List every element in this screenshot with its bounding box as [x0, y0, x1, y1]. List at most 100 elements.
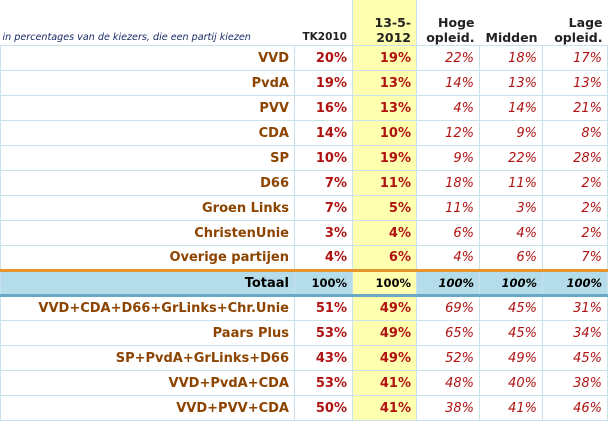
cell-value: 7%: [294, 195, 353, 221]
cell-value: 41%: [352, 370, 417, 396]
coalition-row: VVD+CDA+D66+GrLinks+Chr.Unie 51% 49% 69% 45%…: [0, 294, 608, 321]
cell-value: 28%: [542, 145, 608, 171]
cell-value: 4%: [352, 220, 417, 246]
row-label: SP+PvdA+GrLinks+D66: [0, 345, 295, 371]
cell-value: 4%: [416, 95, 480, 121]
cell-value: 22%: [416, 45, 480, 71]
row-label: Groen Links: [0, 195, 295, 221]
cell-value: 53%: [294, 370, 353, 396]
cell-value: 49%: [352, 320, 417, 346]
cell-value: 13%: [352, 70, 417, 96]
cell-value: 5%: [352, 195, 417, 221]
row-label: VVD+PvdA+CDA: [0, 370, 295, 396]
row-label: VVD+CDA+D66+GrLinks+Chr.Unie: [0, 294, 295, 321]
cell-value: 43%: [294, 345, 353, 371]
col-header-text: 13-5-: [374, 15, 411, 30]
row-label: Paars Plus: [0, 320, 295, 346]
cell-value: 50%: [294, 395, 353, 421]
table-row: Overige partijen 4% 6% 4% 6% 7%: [0, 245, 608, 271]
cell-value: 22%: [479, 145, 543, 171]
cell-value: 45%: [479, 320, 543, 346]
cell-value: 53%: [294, 320, 353, 346]
table-caption: in percentages van de kiezers, die een p…: [2, 32, 251, 43]
cell-value: 18%: [416, 170, 480, 196]
cell-value: 20%: [294, 45, 353, 71]
cell-value: 100%: [479, 269, 543, 296]
row-label: ChristenUnie: [0, 220, 295, 246]
cell-value: 4%: [479, 220, 543, 246]
cell-value: 49%: [352, 345, 417, 371]
cell-value: 6%: [479, 245, 543, 271]
cell-value: 7%: [294, 170, 353, 196]
cell-value: 10%: [294, 145, 353, 171]
cell-value: 41%: [479, 395, 543, 421]
cell-value: 6%: [416, 220, 480, 246]
row-label: Totaal: [0, 269, 295, 296]
coalition-row: VVD+PVV+CDA 50% 41% 38% 41% 46%: [0, 395, 608, 421]
cell-value: 7%: [542, 245, 608, 271]
table-row: PvdA 19% 13% 14% 13% 13%: [0, 70, 608, 96]
cell-value: 9%: [479, 120, 543, 146]
col-header-text: opleid.: [554, 30, 603, 45]
cell-value: 49%: [352, 294, 417, 321]
table-row: Groen Links 7% 5% 11% 3% 2%: [0, 195, 608, 221]
col-header-text: 2012: [376, 30, 411, 45]
row-label: PvdA: [0, 70, 295, 96]
table-row: VVD 20% 19% 22% 18% 17%: [0, 45, 608, 71]
table-header-row: in percentages van de kiezers, die een p…: [1, 0, 608, 46]
cell-value: 40%: [479, 370, 543, 396]
cell-value: 21%: [542, 95, 608, 121]
col-header-text: opleid.: [426, 30, 475, 45]
row-label: CDA: [0, 120, 295, 146]
cell-value: 11%: [416, 195, 480, 221]
col-header-hoge-opleid: Hoge opleid.: [417, 0, 480, 46]
cell-value: 17%: [542, 45, 608, 71]
cell-value: 69%: [416, 294, 480, 321]
cell-value: 6%: [352, 245, 417, 271]
cell-value: 45%: [542, 345, 608, 371]
cell-value: 13%: [352, 95, 417, 121]
col-header-text: Lage: [568, 15, 603, 30]
cell-value: 10%: [352, 120, 417, 146]
cell-value: 9%: [416, 145, 480, 171]
row-label: SP: [0, 145, 295, 171]
cell-value: 2%: [542, 170, 608, 196]
coalition-row: VVD+PvdA+CDA 53% 41% 48% 40% 38%: [0, 370, 608, 396]
cell-value: 2%: [542, 195, 608, 221]
cell-value: 3%: [294, 220, 353, 246]
cell-value: 11%: [352, 170, 417, 196]
cell-value: 31%: [542, 294, 608, 321]
col-header-tk2010: TK2010: [295, 0, 353, 46]
row-label: PVV: [0, 95, 295, 121]
cell-value: 51%: [294, 294, 353, 321]
table-row: ChristenUnie 3% 4% 6% 4% 2%: [0, 220, 608, 246]
cell-value: 11%: [479, 170, 543, 196]
col-header-text: Hoge: [438, 15, 475, 30]
cell-value: 13%: [542, 70, 608, 96]
cell-value: 12%: [416, 120, 480, 146]
cell-value: 14%: [479, 95, 543, 121]
cell-value: 19%: [294, 70, 353, 96]
cell-value: 48%: [416, 370, 480, 396]
cell-value: 100%: [416, 269, 480, 296]
cell-value: 45%: [479, 294, 543, 321]
table-row: CDA 14% 10% 12% 9% 8%: [0, 120, 608, 146]
cell-value: 13%: [479, 70, 543, 96]
cell-value: 18%: [479, 45, 543, 71]
col-header-midden: Midden: [480, 0, 543, 46]
cell-value: 46%: [542, 395, 608, 421]
cell-value: 16%: [294, 95, 353, 121]
cell-value: 38%: [542, 370, 608, 396]
cell-value: 3%: [479, 195, 543, 221]
cell-value: 38%: [416, 395, 480, 421]
coalition-row: SP+PvdA+GrLinks+D66 43% 49% 52% 49% 45%: [0, 345, 608, 371]
cell-value: 8%: [542, 120, 608, 146]
coalition-row: Paars Plus 53% 49% 65% 45% 34%: [0, 320, 608, 346]
cell-value: 4%: [416, 245, 480, 271]
cell-value: 34%: [542, 320, 608, 346]
cell-value: 49%: [479, 345, 543, 371]
row-label: VVD+PVV+CDA: [0, 395, 295, 421]
cell-value: 14%: [294, 120, 353, 146]
col-header-text: TK2010: [302, 31, 347, 43]
